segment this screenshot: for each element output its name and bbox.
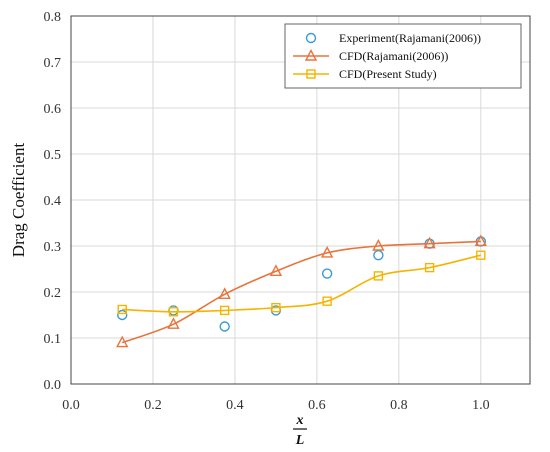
- data-point-triangle: [372, 238, 385, 251]
- x-tick-label: 0.4: [226, 398, 244, 413]
- x-tick-label: 1.0: [472, 398, 490, 413]
- grid: [70, 15, 530, 385]
- data-point-circle: [219, 321, 230, 332]
- legend: Experiment(Rajamani(2006)) CFD(Rajamani(2…: [284, 23, 522, 89]
- data-point-square: [271, 302, 281, 313]
- data-point-triangle: [320, 245, 334, 258]
- y-tick-label: 0.6: [44, 102, 62, 117]
- legend-label: Experiment(Rajamani(2006)): [339, 31, 481, 45]
- data-point-square: [476, 250, 486, 260]
- data-point-triangle: [474, 234, 487, 247]
- series-square: [117, 250, 486, 317]
- data-point-circle: [321, 268, 333, 279]
- data-point-triangle: [167, 317, 180, 329]
- data-point-triangle: [269, 264, 283, 276]
- legend-marker-triangle: [304, 48, 318, 61]
- y-tick-label: 0.5: [44, 148, 62, 163]
- legend-label: CFD(Rajamani(2006)): [339, 49, 448, 63]
- series-line-triangle: [121, 240, 481, 344]
- plot-frame: [70, 15, 531, 385]
- series-triangle: [116, 234, 487, 348]
- legend-item: CFD(Present Study): [293, 67, 437, 81]
- y-tick-label: 0.8: [44, 10, 62, 25]
- data-point-circle: [373, 249, 384, 261]
- legend-item: Experiment(Rajamani(2006)): [305, 31, 481, 45]
- y-axis-label: Drag Coefficient: [9, 143, 28, 258]
- data-point-triangle: [116, 335, 129, 348]
- data-point-triangle: [423, 236, 436, 249]
- series-circle: [117, 236, 487, 332]
- data-point-square: [168, 307, 179, 317]
- data-point-square: [322, 296, 332, 306]
- y-axis: 0.0 0.1 0.2 0.3 0.4 0.5 0.6 0.7 0.8: [44, 10, 62, 393]
- x-axis-label-numerator: x: [296, 413, 304, 428]
- data-point-triangle: [218, 287, 231, 299]
- y-tick-label: 0.1: [44, 332, 62, 347]
- x-axis-label-denominator: L: [295, 433, 305, 448]
- data-point-square: [424, 262, 435, 273]
- legend-item: CFD(Rajamani(2006)): [293, 48, 448, 63]
- x-tick-label: 0.2: [144, 398, 162, 413]
- data-point-circle: [117, 309, 128, 321]
- y-tick-label: 0.2: [44, 286, 62, 301]
- data-point-square: [117, 304, 127, 315]
- data-point-square: [219, 305, 230, 316]
- x-tick-label: 0.8: [390, 398, 408, 413]
- y-tick-label: 0.0: [44, 378, 62, 393]
- legend-marker-circle: [305, 32, 317, 44]
- series-layer: [116, 234, 487, 348]
- x-tick-label: 0.6: [308, 398, 326, 413]
- legend-marker-square: [306, 69, 316, 79]
- x-tick-label: 0.0: [62, 398, 80, 413]
- y-tick-label: 0.4: [44, 194, 62, 209]
- y-tick-label: 0.3: [44, 240, 62, 255]
- x-axis: 0.0 0.2 0.4 0.6 0.8 1.0: [62, 398, 489, 413]
- legend-label: CFD(Present Study): [339, 67, 437, 81]
- data-point-square: [373, 271, 384, 281]
- y-tick-label: 0.7: [44, 56, 62, 71]
